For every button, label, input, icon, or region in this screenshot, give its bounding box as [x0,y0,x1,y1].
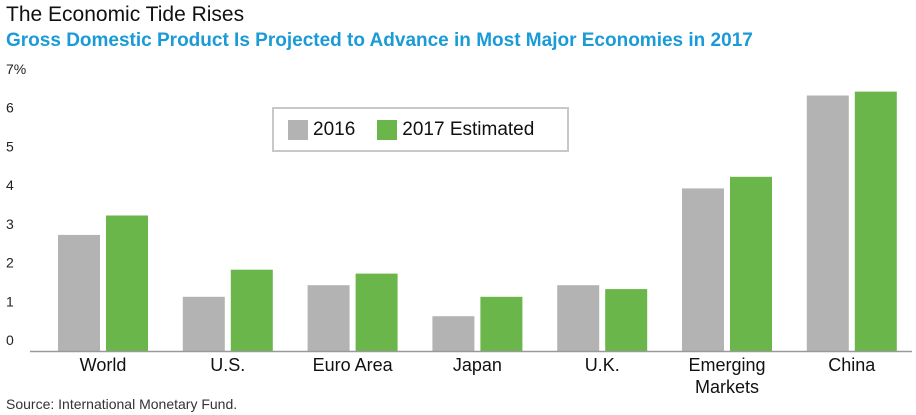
x-category-label: Euro Area [313,355,394,375]
bar-2016 [432,316,475,351]
legend-swatch-2017 [377,119,398,140]
x-category-label: U.S. [210,355,245,375]
legend-item-2017: 2017 Estimated [377,119,534,141]
y-tick-label: 0 [6,332,14,348]
bar-2017 [230,269,273,351]
bar-2016 [307,285,350,351]
y-tick-label: 7% [6,61,26,77]
legend-swatch-2016 [288,119,308,140]
legend-label-2017: 2017 Estimated [402,118,535,140]
x-category-label: China [828,355,876,375]
bar-2017 [480,296,523,351]
x-category-label: World [80,355,127,375]
bar-2016 [806,95,849,351]
bar-2016 [58,234,100,351]
chart-title: The Economic Tide Rises [6,3,245,26]
bar-2017 [854,91,897,351]
x-category-label: Markets [695,377,759,397]
x-category-label: Emerging [688,355,765,375]
y-tick-label: 6 [6,100,14,116]
y-tick-label: 3 [6,216,14,232]
source-note: Source: International Monetary Fund. [6,396,238,412]
bar-2016 [682,188,724,351]
x-category-label: U.K. [585,355,620,375]
legend-label-2016: 2016 [313,118,356,140]
bar-2017 [730,176,772,351]
chart-legend: 2016 2017 Estimated [272,107,569,152]
y-tick-label: 5 [6,138,14,154]
bar-2016 [182,296,225,351]
bar-2017 [106,215,148,351]
y-tick-label: 2 [6,255,14,271]
bar-2017 [605,289,648,351]
bar-2016 [557,285,600,351]
y-tick-label: 1 [6,293,14,309]
y-tick-label: 4 [6,177,14,193]
x-category-label: Japan [453,355,502,375]
legend-item-2016: 2016 [288,119,355,141]
chart-subtitle: Gross Domestic Product Is Projected to A… [6,30,753,51]
bar-2017 [355,273,398,351]
